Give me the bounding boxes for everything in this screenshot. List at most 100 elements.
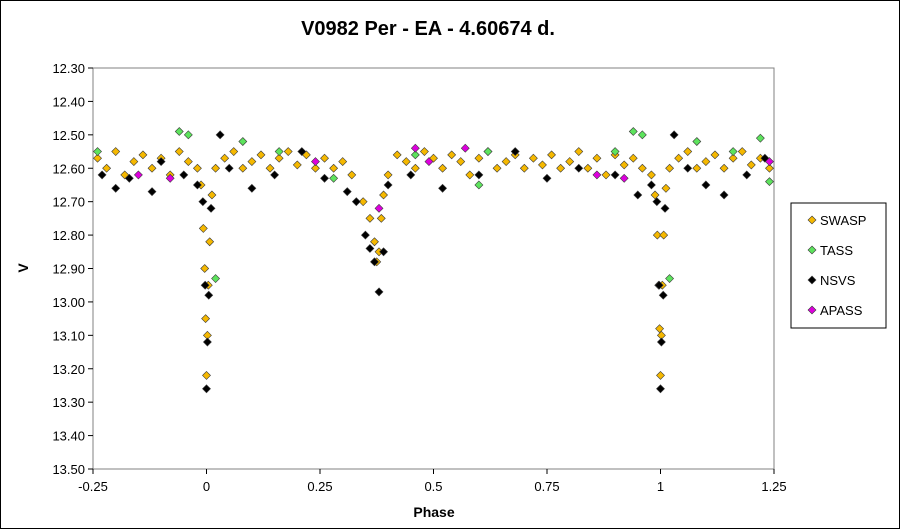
series-apass (133, 143, 774, 213)
data-point-swasp (719, 163, 729, 173)
plot-area (92, 67, 775, 470)
data-point-swasp (207, 190, 217, 200)
data-point-nsvs (658, 290, 668, 300)
data-point-nsvs (224, 163, 234, 173)
data-point-swasp (376, 213, 386, 223)
data-point-swasp (320, 153, 329, 163)
data-point-apass (765, 157, 774, 166)
data-point-nsvs (202, 337, 212, 347)
data-point-swasp (383, 170, 393, 180)
y-tick-label: 12.90 (52, 262, 85, 277)
data-point-swasp (379, 190, 388, 200)
data-point-swasp (358, 197, 368, 207)
data-point-nsvs (147, 187, 157, 197)
legend-label: APASS (820, 303, 863, 318)
data-point-swasp (200, 264, 210, 273)
legend-item-nsvs: NSVS (807, 273, 856, 288)
x-axis: -0.25 0 0.25 0.5 0.75 1 1.25 (78, 469, 787, 494)
data-point-swasp (528, 153, 538, 163)
data-point-swasp (338, 157, 348, 166)
data-point-swasp (192, 163, 202, 173)
data-point-nsvs (124, 173, 134, 183)
data-point-apass (424, 157, 434, 166)
data-point-swasp (274, 153, 284, 163)
data-point-swasp (737, 147, 747, 156)
data-point-swasp (265, 163, 275, 173)
data-point-swasp (661, 183, 671, 193)
y-tick-label: 12.50 (52, 128, 85, 143)
x-tick-label: 1 (657, 479, 664, 494)
data-point-nsvs (320, 173, 329, 183)
data-point-nsvs (215, 130, 225, 140)
data-point-tass (274, 147, 284, 156)
y-tick-label: 12.80 (52, 228, 85, 243)
data-point-swasp (659, 230, 669, 240)
data-point-swasp (329, 163, 339, 173)
data-point-swasp (592, 153, 602, 163)
data-point-swasp (205, 237, 215, 247)
y-tick-label: 13.30 (52, 395, 85, 410)
data-point-tass (728, 147, 738, 156)
y-tick-label: 12.60 (52, 161, 85, 176)
data-point-nsvs (474, 170, 484, 180)
data-point-nsvs (342, 187, 352, 197)
data-point-tass (765, 177, 774, 187)
data-point-swasp (710, 150, 720, 160)
data-point-swasp (583, 163, 593, 173)
data-point-swasp (198, 223, 208, 233)
data-point-nsvs (660, 203, 670, 213)
data-point-nsvs (542, 173, 552, 183)
data-point-tass (329, 173, 339, 183)
data-point-swasp (201, 314, 211, 324)
data-point-swasp (93, 153, 102, 163)
x-tick-label: 0.5 (424, 479, 442, 494)
data-point-tass (692, 137, 702, 146)
data-point-swasp (102, 163, 112, 173)
data-point-swasp (565, 157, 575, 166)
data-point-swasp (229, 147, 239, 156)
x-tick-label: 0.25 (307, 479, 332, 494)
data-point-nsvs (202, 384, 211, 394)
data-point-swasp (765, 163, 774, 173)
data-point-swasp (401, 157, 411, 166)
data-point-swasp (601, 170, 611, 180)
data-point-nsvs (247, 183, 257, 193)
data-point-swasp (692, 163, 702, 173)
data-point-swasp (347, 170, 357, 180)
data-point-swasp (370, 237, 379, 247)
data-point-swasp (174, 147, 184, 156)
data-point-nsvs (656, 384, 665, 394)
data-point-nsvs (97, 170, 107, 180)
data-point-swasp (683, 147, 693, 156)
series-swasp (93, 147, 774, 380)
data-point-tass (410, 150, 420, 160)
data-point-swasp (501, 157, 511, 166)
data-point-tass (755, 133, 765, 143)
data-point-apass (165, 173, 175, 183)
data-point-swasp (438, 163, 448, 173)
data-point-tass (211, 274, 221, 283)
data-point-swasp (365, 213, 375, 223)
data-point-apass (410, 143, 420, 153)
y-tick-label: 12.70 (52, 195, 85, 210)
data-point-nsvs (438, 183, 448, 193)
x-tick-label: 0.75 (534, 479, 559, 494)
data-point-swasp (311, 163, 320, 173)
data-point-nsvs (510, 147, 520, 156)
data-point-nsvs (198, 197, 208, 207)
y-tick-label: 13.00 (52, 295, 85, 310)
y-tick-label: 13.40 (52, 429, 85, 444)
data-point-tass (610, 147, 620, 156)
data-point-apass (374, 203, 384, 213)
data-point-tass (238, 137, 248, 146)
data-point-nsvs (351, 197, 361, 207)
data-point-swasp (292, 160, 302, 170)
y-tick-label: 13.20 (52, 362, 85, 377)
legend-label: NSVS (820, 273, 856, 288)
x-tick-label: -0.25 (78, 479, 108, 494)
data-point-nsvs (270, 170, 280, 180)
data-point-nsvs (370, 257, 379, 267)
data-point-swasp (519, 163, 529, 173)
data-point-swasp (665, 163, 675, 173)
